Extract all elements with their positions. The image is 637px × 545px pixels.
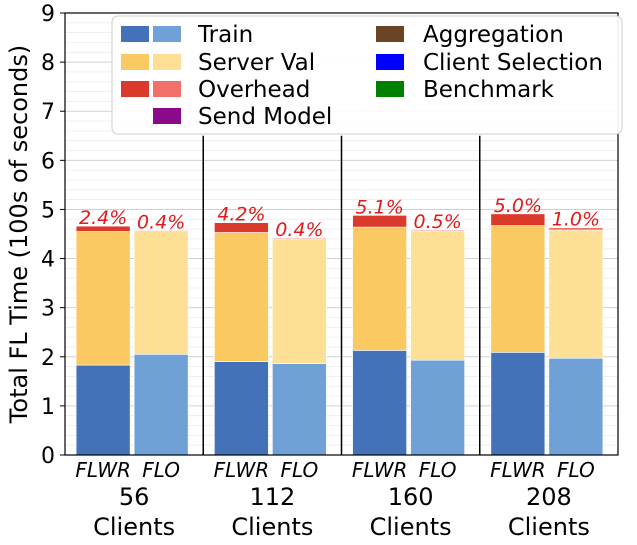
legend-label-send-model: Send Model [198,104,332,130]
bar-server-val-flo [272,238,327,364]
bar-server-val-flwr [75,231,131,366]
legend-label-benchmark: Benchmark [423,77,555,103]
y-tick-label: 8 [41,51,55,76]
bars [75,213,604,456]
group-separators [202,135,481,455]
bar-overhead-flwr [75,225,131,232]
bar-label-flo: FLO [557,458,595,482]
legend-swatch-server-val-alt [153,54,181,70]
bar-overhead-flwr [352,215,407,228]
group-label-clients: Clients [370,513,452,541]
legend-box [111,15,623,135]
bar-label-flo: FLO [280,458,318,482]
y-axis-label: Total FL Time (100s of seconds) [5,45,33,424]
y-tick-label: 9 [41,2,55,27]
bar-overhead-flo [272,237,327,240]
bar-train-flwr [352,350,407,456]
group-label-clients: Clients [93,513,175,541]
group-label-count: 56 [119,483,150,511]
y-tick-label: 2 [41,346,55,371]
overhead-pct-flwr: 5.1% [355,196,403,218]
legend-swatch-train-alt [153,26,181,42]
bar-server-val-flwr [490,225,546,353]
group-label-count: 112 [249,483,295,511]
overhead-percent-labels: 2.4% 4.2% 5.1% 5.0% 0.4% 0.4% 0.5% 1.0% [79,195,600,241]
bar-server-val-flo [410,230,465,361]
legend-swatch-send-model [153,108,181,124]
legend-swatch-benchmark [376,81,404,97]
y-axis-ticks: 0 1 2 3 4 5 6 7 8 9 [41,2,65,469]
plot-frame [64,12,619,456]
bar-train-flo [133,354,189,456]
legend-swatch-client-selection [376,54,404,70]
legend-label-train: Train [197,22,253,48]
bar-label-flwr: FLWR [75,458,131,482]
group-label-count: 208 [526,483,572,511]
bar-train-flwr [75,364,131,456]
bar-overhead-flo [133,230,189,232]
bar-train-flo [410,359,465,456]
overhead-pct-flwr: 4.2% [217,204,265,226]
y-tick-label: 5 [41,198,55,223]
y-tick-label: 3 [41,297,55,322]
bar-train-flwr [490,352,546,456]
bar-train-flo [548,357,604,456]
group-label-clients: Clients [508,513,590,541]
bar-label-flwr: FLWR [214,458,270,482]
group-label-clients: Clients [231,513,313,541]
bar-label-flwr: FLWR [352,458,408,482]
y-tick-label: 0 [41,444,55,469]
legend-label-aggregation: Aggregation [423,22,564,48]
y-tick-label: 6 [41,149,55,174]
overhead-pct-flwr: 2.4% [79,207,127,229]
bar-train-flo [272,363,327,456]
bar-label-flwr: FLWR [490,458,546,482]
y-tick-label: 1 [41,395,55,420]
bar-server-val-flwr [352,226,407,351]
legend-swatch-overhead-alt [153,81,181,97]
bar-server-val-flo [133,231,189,355]
legend-swatch-server-val [121,54,149,70]
legend-label-client-selection: Client Selection [423,50,603,76]
bar-overhead-flwr [490,213,546,226]
overhead-pct-flo: 0.4% [137,212,185,234]
bar-label-flo: FLO [142,458,180,482]
bar-train-flwr [214,361,269,456]
bar-server-val-flwr [214,232,269,362]
overhead-pct-flo: 0.4% [275,219,323,241]
y-tick-label: 4 [41,248,55,273]
overhead-pct-flo: 1.0% [552,209,600,231]
bar-overhead-flo [410,229,465,232]
bar-overhead-flo [548,227,604,231]
overhead-pct-flwr: 5.0% [494,195,542,217]
bar-label-flo: FLO [419,458,457,482]
legend-swatch-train [121,26,149,42]
legend-swatch-aggregation [376,26,404,42]
legend-label-server-val: Server Val [198,50,315,76]
bar-server-val-flo [548,229,604,359]
legend-swatch-overhead [121,81,149,97]
bar-overhead-flwr [214,222,269,233]
overhead-pct-flo: 0.5% [413,211,461,233]
legend-label-overhead: Overhead [198,77,310,103]
group-label-count: 160 [388,483,434,511]
y-tick-label: 7 [41,100,55,125]
